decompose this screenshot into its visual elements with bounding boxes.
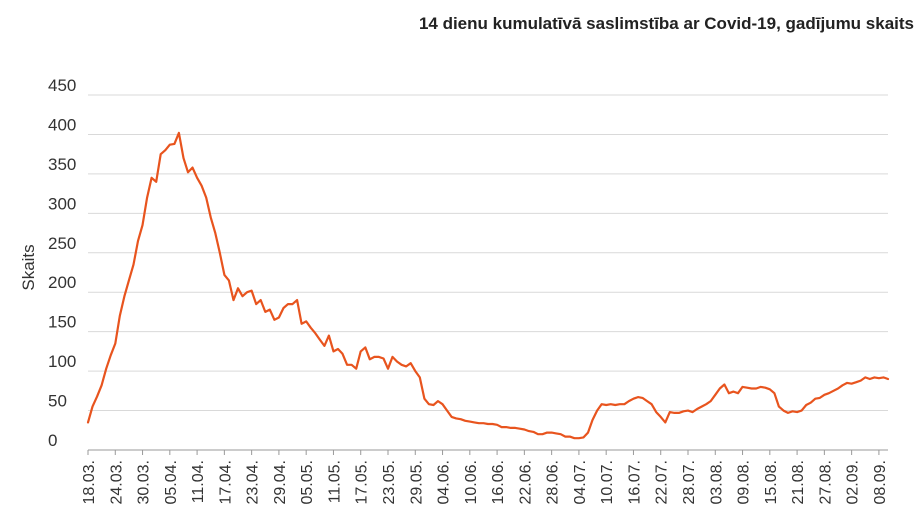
x-tick-label: 09.08. — [736, 460, 753, 504]
y-tick-label: 200 — [48, 273, 76, 292]
x-tick-label: 15.08. — [763, 460, 780, 504]
x-tick-label: 30.03. — [136, 460, 153, 504]
x-tick-label: 04.07. — [572, 460, 589, 504]
x-tick-label: 03.08. — [708, 460, 725, 504]
x-tick-label: 04.06. — [436, 460, 453, 504]
gridlines — [88, 94, 888, 451]
y-axis-ticks: 0 50 100 150 200 250 300 350 400 450 — [48, 76, 76, 450]
y-tick-label: 50 — [48, 392, 67, 411]
series-line — [86, 131, 890, 440]
y-tick-label: 400 — [48, 115, 76, 134]
x-tick-label: 17.04. — [217, 460, 234, 504]
x-tick-label: 11.04. — [190, 460, 207, 503]
y-tick-label: 300 — [48, 194, 76, 213]
x-tick-label: 22.06. — [517, 460, 534, 504]
x-tick-label: 29.05. — [408, 460, 425, 504]
x-tick-label: 16.07. — [626, 460, 643, 504]
x-axis-ticks: 18.03. 24.03. 30.03. 05.04. 11.04. 17.04. 23.0… — [81, 450, 889, 504]
x-tick-label: 16.06. — [490, 460, 507, 504]
y-tick-label: 250 — [48, 234, 76, 253]
series-layer — [86, 131, 890, 440]
y-tick-label: 150 — [48, 313, 76, 332]
x-tick-label: 28.06. — [545, 460, 562, 504]
x-tick-label: 23.05. — [381, 460, 398, 504]
chart-title: 14 dienu kumulatīvā saslimstība ar Covid… — [418, 14, 914, 33]
x-tick-label: 11.05. — [326, 460, 343, 503]
x-tick-label: 05.05. — [299, 460, 316, 504]
x-tick-label: 10.06. — [463, 460, 480, 504]
y-tick-label: 100 — [48, 352, 76, 371]
x-tick-label: 29.04. — [272, 460, 289, 504]
y-axis-label: Skaits — [19, 244, 38, 290]
y-tick-label: 350 — [48, 155, 76, 174]
x-tick-label: 08.09. — [872, 460, 889, 504]
y-tick-label: 450 — [48, 76, 76, 95]
x-tick-label: 27.08. — [817, 460, 834, 504]
y-tick-label: 0 — [48, 431, 57, 450]
x-tick-label: 05.04. — [163, 460, 180, 504]
x-tick-label: 10.07. — [599, 460, 616, 504]
x-tick-label: 22.07. — [654, 460, 671, 504]
x-tick-label: 17.05. — [354, 460, 371, 504]
x-tick-label: 24.03. — [108, 460, 125, 504]
x-tick-label: 02.09. — [845, 460, 862, 504]
x-tick-label: 21.08. — [790, 460, 807, 504]
x-tick-label: 28.07. — [681, 460, 698, 504]
x-tick-label: 23.04. — [245, 460, 262, 504]
x-tick-label: 18.03. — [81, 460, 98, 504]
